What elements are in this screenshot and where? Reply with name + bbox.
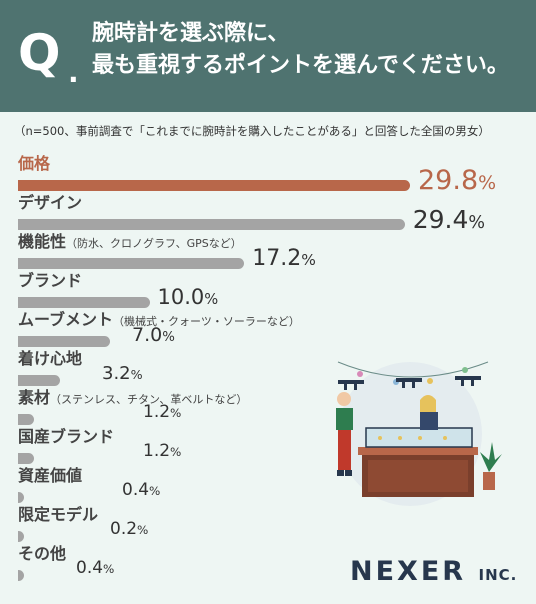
value-unit: % bbox=[301, 250, 316, 269]
question-mark-badge: Q . bbox=[18, 18, 88, 89]
bar bbox=[18, 414, 34, 425]
shop-illustration bbox=[336, 361, 502, 506]
bar bbox=[18, 375, 61, 386]
category-label: 資産価値 bbox=[18, 462, 82, 486]
value-number: 17.2 bbox=[252, 245, 302, 271]
bar bbox=[18, 453, 34, 464]
value-unit: % bbox=[468, 213, 486, 234]
category-name: その他 bbox=[18, 544, 67, 563]
q-letter: Q bbox=[18, 24, 61, 82]
value-number: 0.2 bbox=[110, 519, 138, 539]
value-number: 7.0 bbox=[132, 324, 163, 346]
category-note: （機械式・クォーツ・ソーラーなど） bbox=[113, 315, 300, 328]
category-name: 国産ブランド bbox=[18, 427, 115, 446]
category-name: 素材 bbox=[18, 388, 51, 407]
category-label: 国産ブランド bbox=[18, 423, 114, 447]
category-name: 資産価値 bbox=[18, 466, 83, 485]
category-label: 機能性（防水、クロノグラフ、GPSなど） bbox=[18, 228, 242, 252]
value-unit: % bbox=[137, 523, 149, 537]
bar bbox=[18, 531, 24, 542]
category-note: （防水、クロノグラフ、GPSなど） bbox=[66, 237, 242, 250]
category-name: 限定モデル bbox=[18, 505, 99, 524]
bar bbox=[18, 258, 245, 269]
value-label: 0.2% bbox=[110, 519, 148, 539]
category-label: 着け心地 bbox=[18, 345, 82, 369]
bar bbox=[18, 297, 150, 308]
category-label: ムーブメント（機械式・クォーツ・ソーラーなど） bbox=[18, 306, 300, 330]
value-label: 29.8% bbox=[418, 165, 496, 196]
nexer-logo: NEXER INC. bbox=[350, 556, 517, 587]
question-line-1: 腕時計を選ぶ際に、 bbox=[92, 21, 290, 46]
value-label: 10.0% bbox=[158, 285, 219, 309]
value-unit: % bbox=[162, 330, 175, 345]
value-number: 10.0 bbox=[157, 285, 205, 310]
category-label: ブランド bbox=[18, 267, 82, 291]
value-number: 0.4 bbox=[76, 558, 104, 578]
value-unit: % bbox=[103, 562, 115, 576]
q-dot: . bbox=[68, 56, 79, 89]
bar bbox=[18, 492, 24, 503]
value-label: 1.2% bbox=[143, 402, 181, 422]
header-banner: Q . 腕時計を選ぶ際に、 最も重視するポイントを選んでください。 bbox=[0, 0, 536, 112]
value-label: 0.4% bbox=[76, 558, 114, 578]
question-line-2: 最も重視するポイントを選んでください。 bbox=[92, 53, 509, 78]
logo-name: NEXER bbox=[350, 556, 467, 587]
bar bbox=[18, 336, 111, 347]
category-label: その他 bbox=[18, 540, 66, 564]
category-note: （ステンレス、チタン、革ベルトなど） bbox=[50, 393, 248, 406]
category-name: ブランド bbox=[18, 271, 83, 290]
value-unit: % bbox=[149, 484, 161, 498]
bar bbox=[18, 180, 410, 191]
value-label: 1.2% bbox=[143, 441, 181, 461]
value-unit: % bbox=[170, 445, 182, 459]
survey-note: （n=500、事前調査で「これまでに腕時計を購入したことがある」と回答した全国の… bbox=[14, 124, 490, 138]
bar bbox=[18, 219, 405, 230]
value-unit: % bbox=[130, 367, 143, 382]
value-number: 29.8 bbox=[418, 165, 479, 197]
value-unit: % bbox=[478, 172, 497, 195]
value-unit: % bbox=[204, 291, 219, 309]
category-label: デザイン bbox=[18, 189, 82, 213]
value-label: 29.4% bbox=[413, 205, 485, 234]
category-label: 価格 bbox=[18, 150, 50, 174]
logo-suffix: INC. bbox=[478, 566, 518, 584]
value-label: 3.2% bbox=[102, 363, 143, 384]
value-label: 7.0% bbox=[132, 324, 175, 346]
value-number: 29.4 bbox=[412, 205, 469, 235]
category-label: 素材（ステンレス、チタン、革ベルトなど） bbox=[18, 384, 247, 408]
category-name: 価格 bbox=[18, 154, 51, 173]
category-name: 機能性 bbox=[18, 232, 67, 251]
value-label: 17.2% bbox=[252, 246, 316, 271]
category-name: 着け心地 bbox=[18, 349, 83, 368]
value-label: 0.4% bbox=[122, 480, 160, 500]
category-label: 限定モデル bbox=[18, 501, 98, 525]
value-number: 1.2 bbox=[143, 402, 171, 422]
value-number: 0.4 bbox=[122, 480, 150, 500]
category-name: ムーブメント bbox=[18, 310, 114, 329]
question-text: 腕時計を選ぶ際に、 最も重視するポイントを選んでください。 bbox=[92, 18, 532, 82]
value-number: 1.2 bbox=[143, 441, 171, 461]
category-name: デザイン bbox=[18, 193, 83, 212]
value-unit: % bbox=[170, 406, 182, 420]
bar bbox=[18, 570, 24, 581]
value-number: 3.2 bbox=[102, 363, 131, 384]
